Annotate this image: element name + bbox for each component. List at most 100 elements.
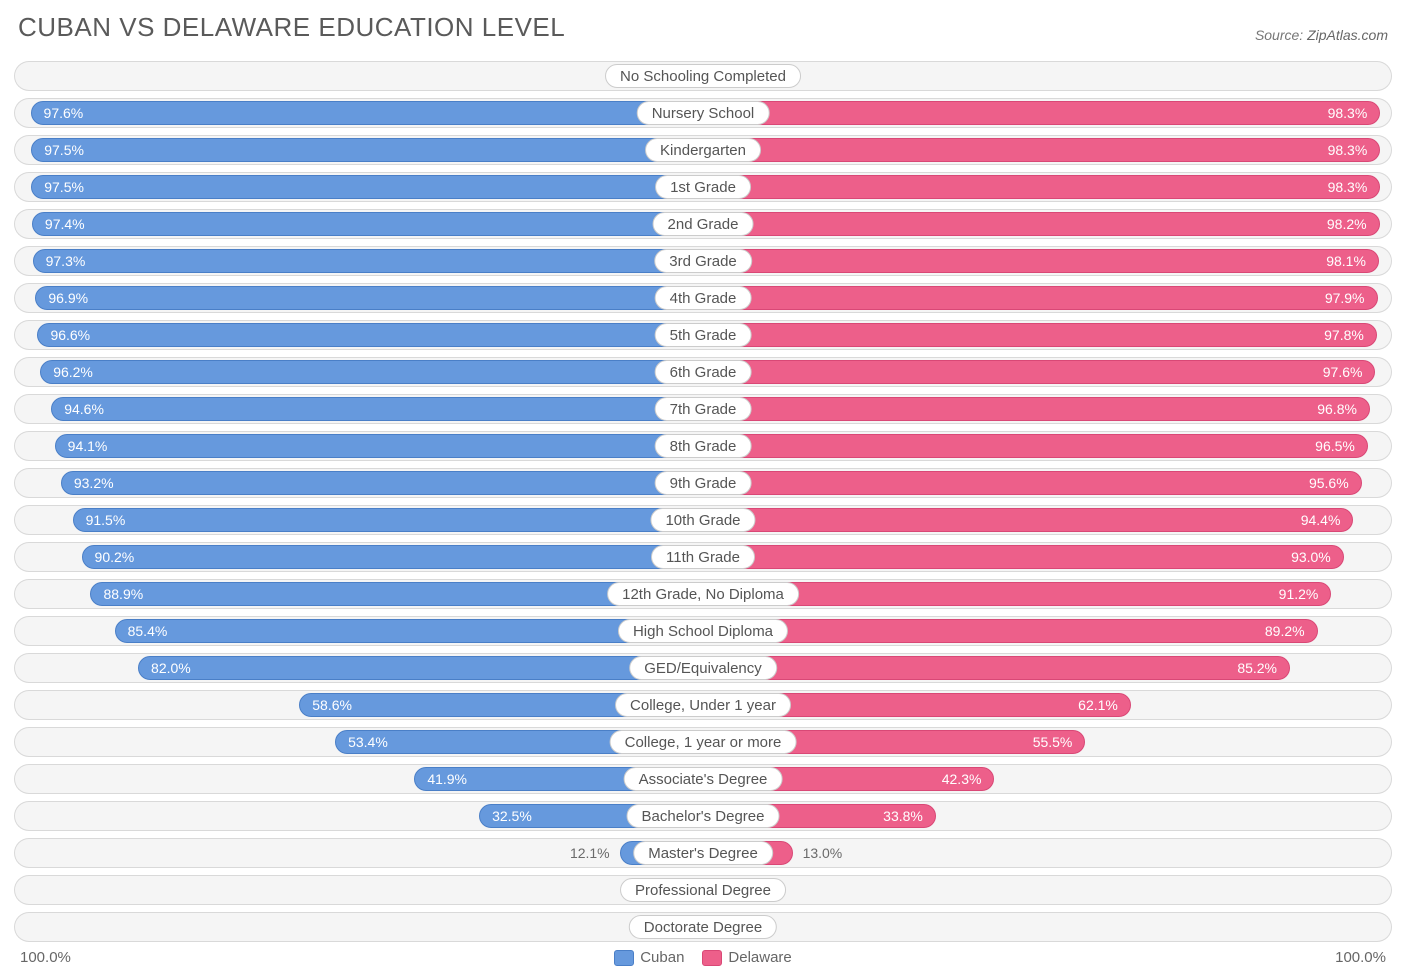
- track-right: [703, 61, 1392, 91]
- category-label: 9th Grade: [655, 471, 752, 495]
- value-right: 55.5%: [1033, 734, 1073, 750]
- chart-row: 58.6%62.1%College, Under 1 year: [14, 690, 1392, 720]
- chart-header: CUBAN VS DELAWARE EDUCATION LEVEL Source…: [14, 12, 1392, 43]
- bar-left: 96.2%: [40, 360, 703, 384]
- category-label: 7th Grade: [655, 397, 752, 421]
- bar-left: 96.9%: [35, 286, 703, 310]
- chart-row: 32.5%33.8%Bachelor's Degree: [14, 801, 1392, 831]
- chart-row: 41.9%42.3%Associate's Degree: [14, 764, 1392, 794]
- category-label: 8th Grade: [655, 434, 752, 458]
- chart-footer: 100.0% Cuban Delaware 100.0%: [14, 949, 1392, 966]
- swatch-left: [614, 950, 634, 966]
- value-right: 62.1%: [1078, 697, 1118, 713]
- category-label: College, Under 1 year: [615, 693, 791, 717]
- chart-row: 97.4% 98.2%2nd Grade: [14, 209, 1392, 239]
- chart-row: 88.9%91.2%12th Grade, No Diploma: [14, 579, 1392, 609]
- value-right: 13.0%: [793, 838, 843, 868]
- bar-left: 97.6%: [31, 101, 703, 125]
- chart-row: 1.4%1.6%Doctorate Degree: [14, 912, 1392, 942]
- chart-row: 97.6% 98.3% Nursery School: [14, 98, 1392, 128]
- track-left: [14, 61, 703, 91]
- track-left: [14, 875, 703, 905]
- chart-row: 2.5%1.7%No Schooling Completed: [14, 61, 1392, 91]
- value-right: 93.0%: [1291, 549, 1331, 565]
- source-link[interactable]: ZipAtlas.com: [1307, 27, 1388, 43]
- category-label: Bachelor's Degree: [627, 804, 780, 828]
- chart-row: 93.2% 95.6% 9th Grade: [14, 468, 1392, 498]
- value-right: 97.9%: [1325, 290, 1365, 306]
- bar-right: 98.1%: [703, 249, 1379, 273]
- chart-row: 85.4%89.2%High School Diploma: [14, 616, 1392, 646]
- track-right: [703, 875, 1392, 905]
- bar-right: 96.5%: [703, 434, 1368, 458]
- category-label: 12th Grade, No Diploma: [607, 582, 799, 606]
- value-left: 12.1%: [570, 838, 620, 868]
- swatch-right: [702, 950, 722, 966]
- axis-right-max: 100.0%: [1335, 949, 1386, 966]
- chart-row: 97.5%98.3%1st Grade: [14, 172, 1392, 202]
- value-right: 98.3%: [1328, 142, 1368, 158]
- bar-right: 97.6%: [703, 360, 1375, 384]
- value-left: 90.2%: [95, 549, 135, 565]
- category-label: 2nd Grade: [653, 212, 754, 236]
- category-label: Nursery School: [637, 101, 770, 125]
- category-label: Kindergarten: [645, 138, 761, 162]
- value-left: 41.9%: [427, 771, 467, 787]
- category-label: 5th Grade: [655, 323, 752, 347]
- chart-row: 12.1%13.0%Master's Degree: [14, 838, 1392, 868]
- value-right: 89.2%: [1265, 623, 1305, 639]
- value-left: 85.4%: [128, 623, 168, 639]
- value-right: 98.1%: [1326, 253, 1366, 269]
- category-label: College, 1 year or more: [610, 730, 797, 754]
- value-right: 95.6%: [1309, 475, 1349, 491]
- value-right: 42.3%: [942, 771, 982, 787]
- chart-row: 97.5% 98.3% Kindergarten: [14, 135, 1392, 165]
- bar-right: 98.3%: [703, 101, 1380, 125]
- value-left: 88.9%: [103, 586, 143, 602]
- bar-right: 94.4%: [703, 508, 1353, 532]
- category-label: 3rd Grade: [654, 249, 752, 273]
- chart-row: 82.0%85.2%GED/Equivalency: [14, 653, 1392, 683]
- chart-row: 94.1% 96.5% 8th Grade: [14, 431, 1392, 461]
- category-label: 11th Grade: [651, 545, 755, 569]
- chart-row: 4.0%3.6%Professional Degree: [14, 875, 1392, 905]
- value-left: 97.5%: [44, 179, 84, 195]
- value-right: 98.3%: [1328, 105, 1368, 121]
- value-left: 97.4%: [45, 216, 85, 232]
- bar-right: 89.2%: [703, 619, 1318, 643]
- bar-left: 97.5%: [31, 175, 703, 199]
- value-right: 96.5%: [1315, 438, 1355, 454]
- legend-item-right: Delaware: [702, 949, 791, 966]
- bar-right: 97.9%: [703, 286, 1378, 310]
- value-left: 94.1%: [68, 438, 108, 454]
- value-left: 94.6%: [64, 401, 104, 417]
- category-label: 10th Grade: [650, 508, 755, 532]
- value-left: 82.0%: [151, 660, 191, 676]
- chart-row: 90.2% 93.0% 11th Grade: [14, 542, 1392, 572]
- value-right: 85.2%: [1237, 660, 1277, 676]
- value-left: 53.4%: [348, 734, 388, 750]
- chart-row: 91.5%94.4%10th Grade: [14, 505, 1392, 535]
- value-left: 97.5%: [44, 142, 84, 158]
- value-left: 93.2%: [74, 475, 114, 491]
- bar-right: 98.2%: [703, 212, 1380, 236]
- value-right: 97.8%: [1324, 327, 1364, 343]
- chart-row: 94.6% 96.8% 7th Grade: [14, 394, 1392, 424]
- chart-row: 96.6% 97.8% 5th Grade: [14, 320, 1392, 350]
- bar-left: 94.6%: [51, 397, 703, 421]
- value-left: 96.9%: [48, 290, 88, 306]
- diverging-bar-chart: 2.5%1.7%No Schooling Completed 97.6% 98.3%…: [14, 61, 1392, 942]
- bar-left: 96.6%: [37, 323, 703, 347]
- bar-left: 82.0%: [138, 656, 703, 680]
- bar-right: 98.3%: [703, 138, 1380, 162]
- bar-left: 97.4%: [32, 212, 703, 236]
- chart-row: 97.3%98.1%3rd Grade: [14, 246, 1392, 276]
- bar-right: 97.8%: [703, 323, 1377, 347]
- value-left: 32.5%: [492, 808, 532, 824]
- value-right: 94.4%: [1301, 512, 1341, 528]
- value-right: 97.6%: [1323, 364, 1363, 380]
- value-right: 96.8%: [1317, 401, 1357, 417]
- value-left: 96.6%: [50, 327, 90, 343]
- value-right: 98.3%: [1328, 179, 1368, 195]
- chart-row: 53.4% 55.5% College, 1 year or more: [14, 727, 1392, 757]
